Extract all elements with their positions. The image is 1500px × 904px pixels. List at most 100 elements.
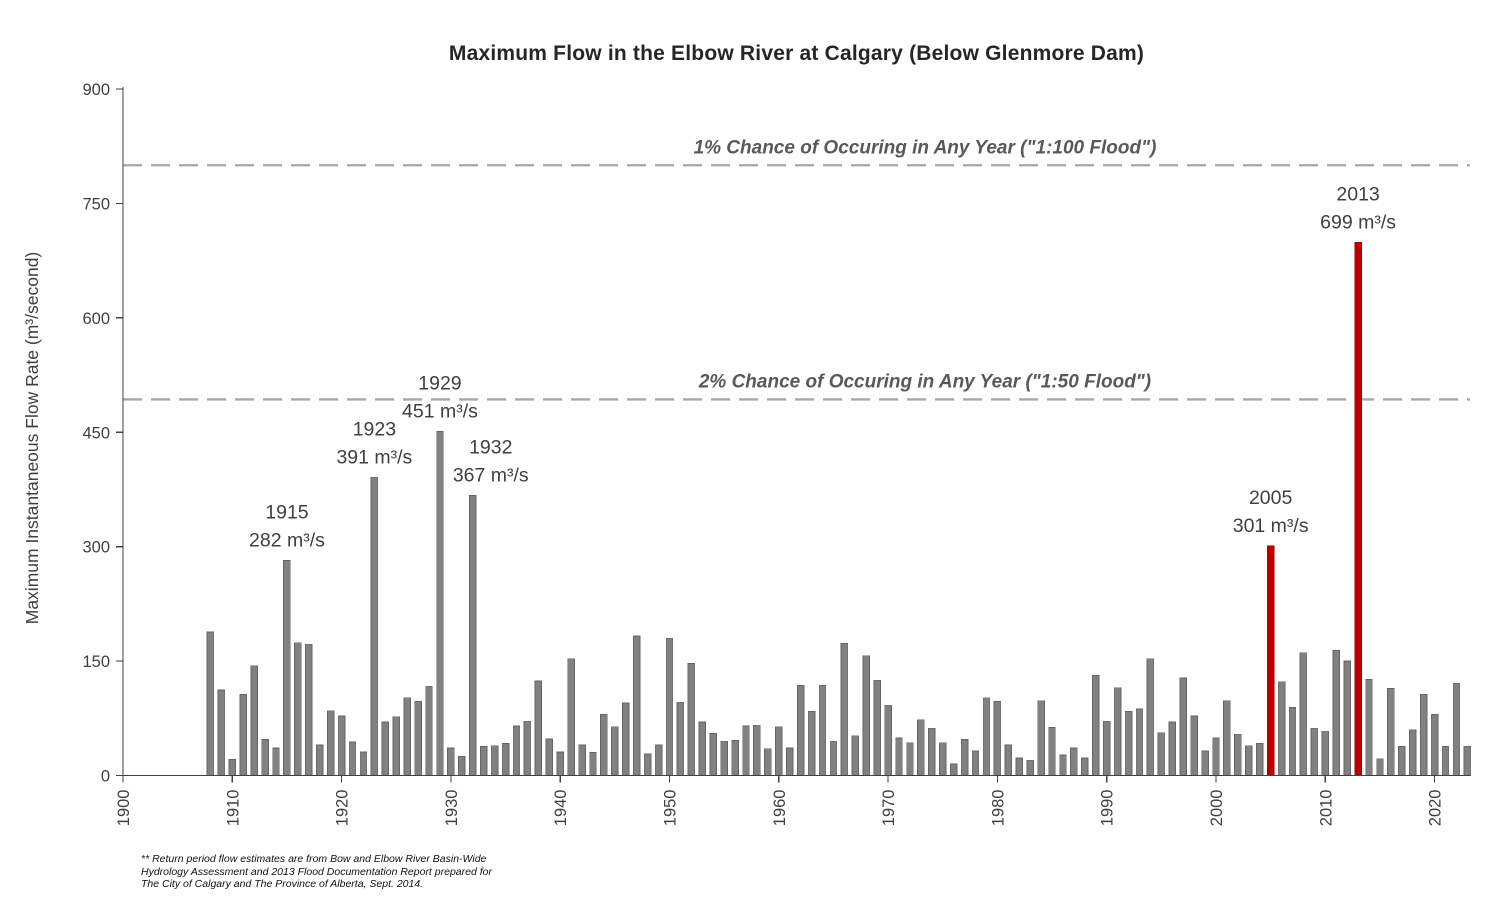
bar-1988 [1081,757,1089,776]
x-tick-label-1950: 1950 [662,790,680,827]
bar-2011 [1332,650,1340,776]
y-tick-label-150: 150 [82,653,110,671]
bar-2014 [1365,678,1373,776]
bar-1991 [1113,687,1122,776]
x-tick-label-1990: 1990 [1099,790,1117,827]
bar-1931 [458,756,466,776]
annotation-year-1923: 1923 [353,418,396,440]
x-tick-label-1900: 1900 [115,790,133,827]
bar-1925 [392,716,400,776]
bar-1908 [206,631,215,776]
bar-1946 [622,702,630,776]
x-tick-label-1930: 1930 [443,790,461,827]
bar-2017 [1398,746,1406,776]
annotation-value-1929: 451 m³/s [402,400,478,422]
x-tick-label-1940: 1940 [552,790,570,827]
bar-1954 [709,733,717,776]
bar-2000 [1212,737,1220,776]
bar-1915 [283,559,291,776]
bar-1983 [1026,759,1034,776]
bar-1985 [1048,727,1056,776]
bar-2023 [1463,746,1472,776]
bar-1929 [436,431,444,776]
x-tick-label-2000: 2000 [1208,790,1226,827]
bar-1995 [1157,732,1166,776]
bar-1961 [786,747,794,776]
footnote-line-1: ** Return period flow estimates are from… [141,853,487,865]
bar-1920 [337,715,346,776]
bar-1962 [796,685,805,776]
bar-1977 [960,739,969,776]
bar-1937 [523,720,532,776]
bar-1912 [250,665,258,776]
bar-1952 [687,662,696,776]
bar-1989 [1092,675,1100,776]
bar-1928 [425,685,433,776]
bar-1958 [753,724,761,776]
footnote: ** Return period flow estimates are from… [141,853,541,891]
bar-1932 [469,495,477,776]
annotation-value-2005: 301 m³/s [1233,515,1309,537]
bar-1930 [447,747,455,776]
annotation-value-1915: 282 m³/s [249,529,325,551]
bar-1979 [982,697,991,776]
bar-1969 [873,679,881,776]
annotation-year-2005: 2005 [1249,487,1293,509]
bar-1948 [643,753,652,776]
bar-2015 [1376,758,1384,776]
annotation-year-1915: 1915 [265,501,309,523]
bar-2001 [1223,700,1231,776]
bar-1976 [949,763,958,776]
bar-1964 [818,685,827,776]
bar-2018 [1409,729,1417,776]
x-tick-label-2020: 2020 [1427,790,1445,827]
bar-1911 [239,694,247,776]
bar-1960 [775,726,783,776]
bar-1997 [1179,677,1187,776]
bar-1953 [698,721,706,776]
bar-1955 [720,740,728,776]
bar-1970 [884,704,892,776]
x-tick-label-1980: 1980 [989,790,1007,827]
bar-1939 [545,738,553,776]
y-tick-label-900: 900 [82,81,110,99]
bar-1938 [534,680,543,776]
bar-1922 [359,751,368,776]
bar-2019 [1419,694,1428,776]
bar-1935 [501,743,510,776]
bar-1980 [993,701,1002,776]
bar-2008 [1299,652,1308,776]
bar-1942 [578,744,586,776]
bar-1913 [261,739,269,776]
bar-1941 [567,658,575,776]
y-axis-title: Maximum Instantaneous Flow Rate (m³/seco… [22,252,42,625]
bar-1923 [370,476,379,776]
bar-1933 [479,746,488,776]
bar-1959 [764,748,772,776]
chart-title: Maximum Flow in the Elbow River at Calga… [448,42,1145,65]
bar-1996 [1168,721,1176,776]
bar-1916 [294,642,302,776]
bar-1936 [512,725,521,776]
x-tick-label-1910: 1910 [224,790,242,827]
bar-1987 [1070,747,1078,776]
bar-2005 [1266,545,1275,776]
bar-1909 [217,689,226,776]
bar-2010 [1321,730,1329,776]
annotation-value-2013: 699 m³/s [1320,211,1396,233]
bar-1918 [316,744,324,776]
x-tick-label-2010: 2010 [1317,790,1335,827]
bar-2013 [1354,241,1362,776]
bar-1986 [1059,754,1067,776]
annotation-year-1932: 1932 [469,437,512,459]
bar-1975 [939,742,947,776]
bar-1927 [414,701,422,776]
bar-1940 [556,751,564,776]
x-tick-label-1920: 1920 [334,790,352,827]
bar-1968 [862,655,870,776]
footnote-line-3: The City of Calgary and The Province of … [141,878,424,891]
bar-2003 [1245,745,1253,776]
y-tick-label-300: 300 [82,539,110,557]
y-tick-label-600: 600 [82,310,110,328]
